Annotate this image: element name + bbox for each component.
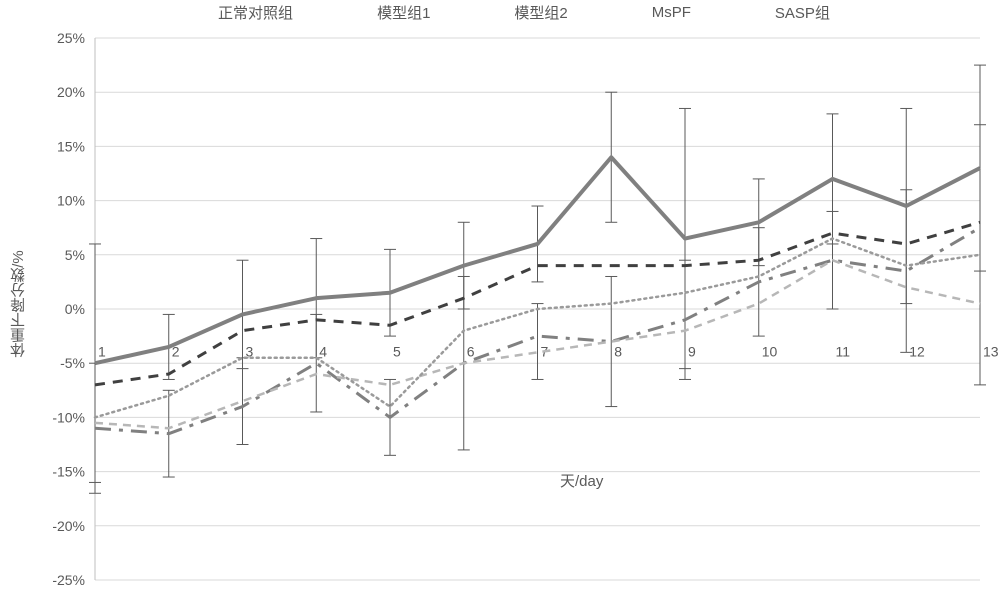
svg-text:20%: 20% xyxy=(57,84,85,100)
svg-text:9: 9 xyxy=(688,343,696,359)
legend-label: 模型组2 xyxy=(514,2,567,23)
svg-text:4: 4 xyxy=(319,343,327,359)
y-axis-label: 体重下降分数/% xyxy=(8,250,29,358)
legend-label: 模型组1 xyxy=(377,2,430,23)
svg-text:0%: 0% xyxy=(65,301,85,317)
svg-text:-20%: -20% xyxy=(52,518,85,534)
x-axis-label: 天/day xyxy=(560,470,603,491)
legend-item-sasp: SASP组 xyxy=(727,2,830,23)
svg-text:8: 8 xyxy=(614,343,622,359)
legend-item-mspf: MsPF xyxy=(604,2,691,23)
plot-area: -25%-20%-15%-10%-5%0%5%10%15%20%25%12345… xyxy=(0,0,1000,608)
svg-text:13: 13 xyxy=(983,343,999,359)
legend-item-model1: 模型组1 xyxy=(329,2,430,23)
svg-text:-5%: -5% xyxy=(60,355,85,371)
svg-text:25%: 25% xyxy=(57,30,85,46)
svg-text:15%: 15% xyxy=(57,138,85,154)
svg-text:11: 11 xyxy=(836,343,851,359)
legend-item-control: 正常对照组 xyxy=(170,2,293,23)
chart-container: 正常对照组 模型组1 模型组2 MsPF SASP组 体重下降分数/% 天/da… xyxy=(0,0,1000,608)
svg-text:5: 5 xyxy=(393,343,401,359)
svg-text:-10%: -10% xyxy=(52,409,85,425)
svg-text:12: 12 xyxy=(909,343,925,359)
legend-label: 正常对照组 xyxy=(218,2,293,23)
svg-text:6: 6 xyxy=(467,343,475,359)
svg-text:10: 10 xyxy=(762,343,778,359)
svg-text:-15%: -15% xyxy=(52,464,85,480)
legend-label: MsPF xyxy=(652,4,691,21)
svg-text:5%: 5% xyxy=(65,247,85,263)
svg-text:-25%: -25% xyxy=(52,572,85,588)
legend: 正常对照组 模型组1 模型组2 MsPF SASP组 xyxy=(0,2,1000,23)
svg-text:1: 1 xyxy=(98,343,106,359)
legend-label: SASP组 xyxy=(775,2,830,23)
legend-item-model2: 模型组2 xyxy=(466,2,567,23)
svg-text:10%: 10% xyxy=(57,193,85,209)
